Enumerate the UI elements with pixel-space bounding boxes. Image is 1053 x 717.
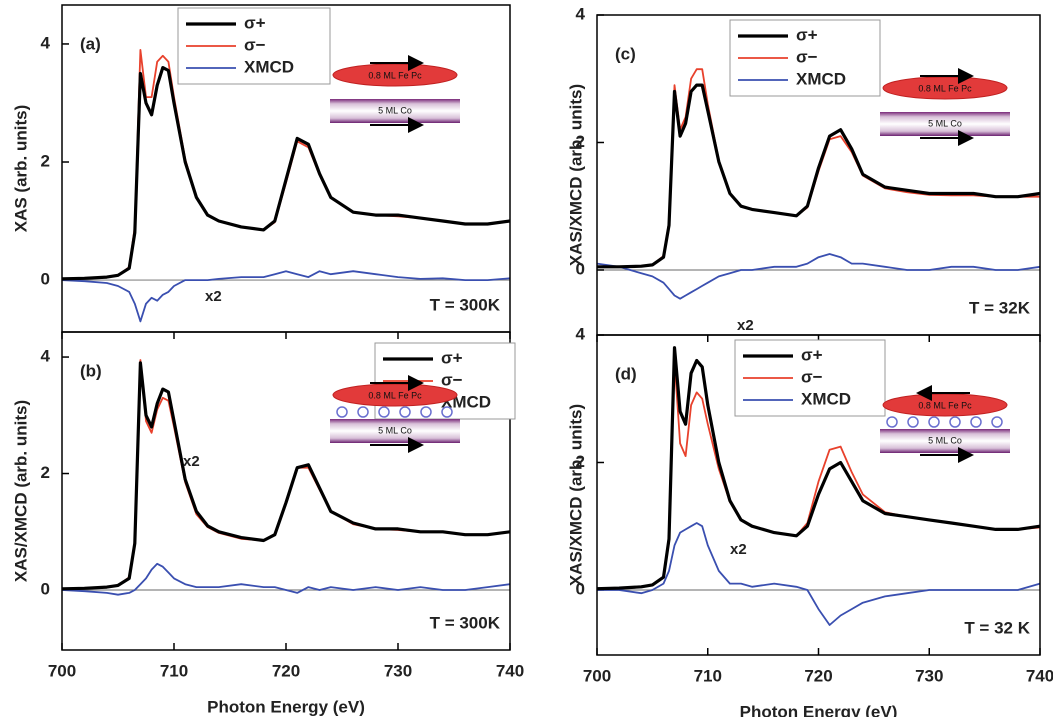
y-tick-label: 0 (576, 259, 585, 278)
legend-label: σ− (796, 47, 818, 66)
series-line (596, 346, 1041, 591)
panel-label: (a) (80, 34, 101, 53)
inset-top-label: 0.8 ML Fe Pc (368, 70, 422, 80)
series-line (61, 361, 511, 591)
x-tick-label: 710 (694, 666, 722, 685)
series-line (596, 253, 1041, 300)
y-tick-label: 2 (576, 132, 585, 151)
legend-label: XMCD (801, 389, 851, 408)
molecule (378, 406, 390, 418)
legend-label: σ− (801, 367, 823, 386)
y-tick-label: 0 (41, 579, 50, 598)
x-axis-label: Photon Energy (eV) (207, 697, 365, 716)
y-tick-label: 2 (41, 463, 50, 482)
inset-bottom-label: 5 ML Co (378, 425, 412, 435)
molecule (441, 406, 453, 418)
temperature-label: T = 32 K (964, 618, 1030, 637)
legend-label: σ+ (796, 25, 818, 44)
y-tick-label: 4 (41, 347, 51, 366)
legend-label: σ+ (441, 348, 463, 367)
legend-label: σ+ (801, 345, 823, 364)
factor-label: x2 (737, 317, 754, 334)
factor-label: x2 (205, 288, 222, 305)
inset-bottom-label: 5 ML Co (378, 105, 412, 115)
legend-label: σ− (244, 35, 266, 54)
molecule (357, 406, 369, 418)
co-layer (880, 429, 1010, 453)
x-tick-label: 700 (48, 661, 76, 680)
legend-label: σ− (441, 370, 463, 389)
co-layer (330, 99, 460, 123)
y-tick-label: 0 (41, 270, 50, 289)
y-axis-label: XAS/XMCD (arb. units) (566, 404, 585, 586)
plot-frame (596, 334, 1041, 656)
inset-top-label: 0.8 ML Fe Pc (368, 390, 422, 400)
factor-label: x2 (730, 541, 747, 558)
series-line (61, 270, 511, 323)
molecule (399, 406, 411, 418)
series-line (61, 66, 511, 281)
x-tick-label: 730 (915, 666, 943, 685)
molecule (928, 416, 940, 428)
series-line (597, 83, 1041, 269)
panel-label: (d) (615, 364, 637, 383)
inset-bottom-label: 5 ML Co (928, 435, 962, 445)
y-tick-label: 2 (41, 151, 50, 170)
molecule (336, 406, 348, 418)
series-line (61, 562, 511, 596)
y-axis-label: XAS/XMCD (arb. units) (566, 84, 585, 266)
molecule (886, 416, 898, 428)
co-layer (880, 112, 1010, 136)
inset-bottom-label: 5 ML Co (928, 118, 962, 128)
co-layer (330, 419, 460, 443)
molecule (991, 416, 1003, 428)
x-axis-label: Photon Energy (eV) (740, 702, 898, 717)
legend-label: σ+ (244, 13, 266, 32)
y-tick-label: 0 (576, 579, 585, 598)
y-tick-label: 2 (576, 452, 585, 471)
x-tick-label: 740 (496, 661, 524, 680)
temperature-label: T = 32K (969, 298, 1031, 317)
molecule (907, 416, 919, 428)
inset-top-label: 0.8 ML Fe Pc (918, 83, 972, 93)
molecule (970, 416, 982, 428)
panel-label: (b) (80, 361, 102, 380)
x-tick-label: 710 (160, 661, 188, 680)
molecule (949, 416, 961, 428)
legend-label: XMCD (796, 69, 846, 88)
x-tick-label: 740 (1026, 666, 1053, 685)
molecule (420, 406, 432, 418)
y-axis-label: XAS (arb. units) (11, 105, 30, 233)
panel-label: (c) (615, 44, 636, 63)
series-line (597, 522, 1041, 626)
x-tick-label: 720 (272, 661, 300, 680)
temperature-label: T = 300K (430, 613, 501, 632)
inset-top-label: 0.8 ML Fe Pc (918, 400, 972, 410)
y-tick-label: 4 (576, 4, 586, 23)
factor-label: x2 (183, 453, 200, 470)
temperature-label: T = 300K (430, 295, 501, 314)
x-tick-label: 700 (583, 666, 611, 685)
legend-label: XMCD (244, 57, 294, 76)
y-tick-label: 4 (576, 324, 586, 343)
x-tick-label: 720 (804, 666, 832, 685)
plot-frame (61, 331, 511, 651)
y-axis-label: XAS/XMCD (arb. units) (11, 400, 30, 582)
x-tick-label: 730 (384, 661, 412, 680)
y-tick-label: 4 (41, 33, 51, 52)
